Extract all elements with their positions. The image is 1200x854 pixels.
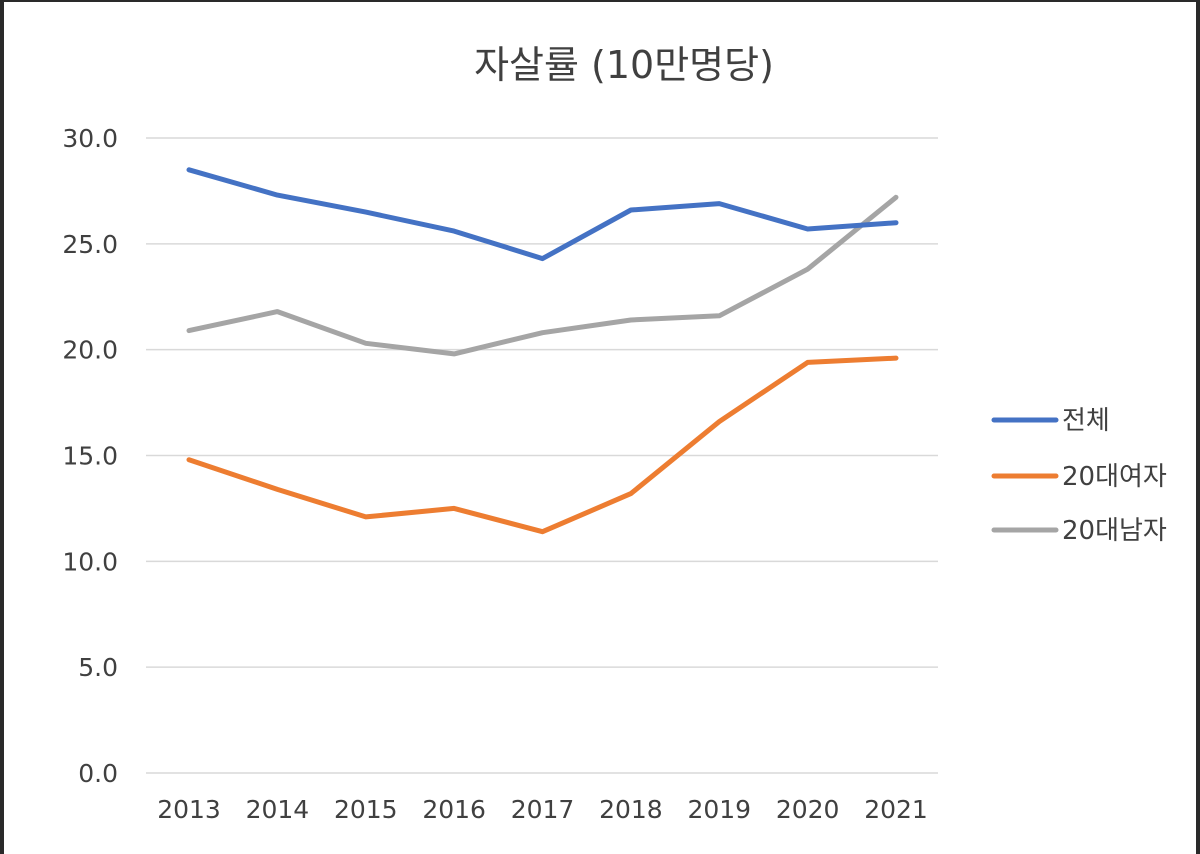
line-chart: 0.0 5.0 10.0 15.0 20.0 25.0 30.0 2013 2014 2015 20…: [62, 124, 1167, 824]
legend-label-1: 전체: [1062, 406, 1110, 436]
y-tick-label: 5.0: [78, 653, 118, 682]
x-tick-label: 2021: [864, 795, 928, 824]
y-tick-label: 10.0: [62, 547, 118, 576]
x-tick-label: 2013: [157, 795, 221, 824]
y-tick-label: 15.0: [62, 442, 118, 471]
x-tick-label: 2014: [246, 795, 310, 824]
y-tick-label: 30.0: [62, 124, 118, 153]
chart-title: 자살률 (10만명당): [474, 43, 774, 87]
series-line-1: [186, 167, 899, 262]
x-tick-label: 2019: [687, 795, 751, 824]
series-line-2: [186, 355, 899, 535]
y-tick-label: 20.0: [62, 336, 118, 365]
chart-frame: 자살률 (10만명당) 0.0 5.0 10.0 15.0 20.0 25.0 30.0 20…: [4, 2, 1196, 854]
x-tick-label: 2020: [776, 795, 840, 824]
legend-label-2: 20대여자: [1062, 462, 1167, 492]
x-tick-label: 2015: [334, 795, 398, 824]
x-tick-label: 2017: [511, 795, 575, 824]
legend-label-3: 20대남자: [1062, 516, 1167, 546]
series-line-3: [186, 194, 899, 357]
x-tick-label: 2018: [599, 795, 663, 824]
x-tick-label: 2016: [422, 795, 486, 824]
y-tick-label: 25.0: [62, 230, 118, 259]
y-tick-label: 0.0: [78, 759, 118, 788]
